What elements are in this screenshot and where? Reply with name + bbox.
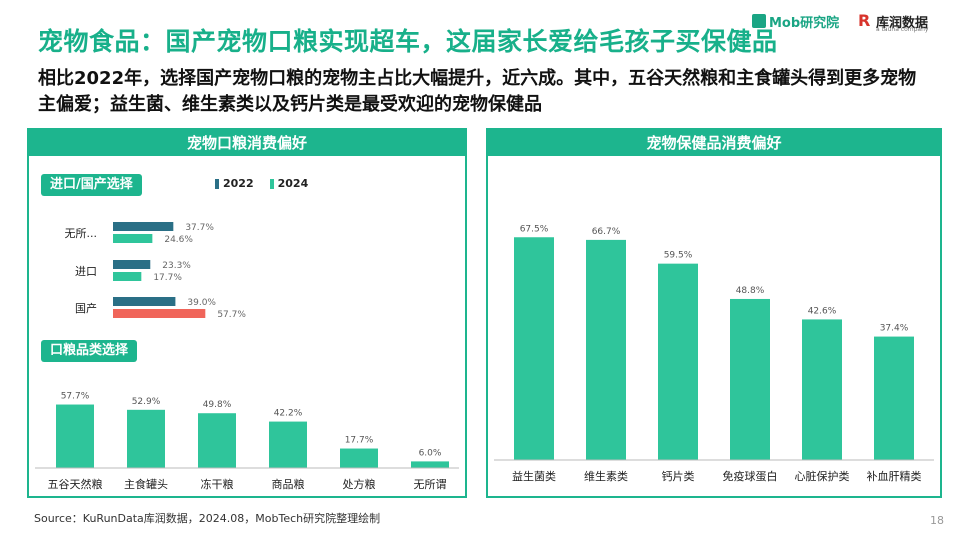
- category-label: 补血肝精类: [867, 469, 922, 483]
- data-label: 17.7%: [153, 273, 182, 283]
- bar-2022: [113, 222, 174, 231]
- kurun-logo-icon: R: [858, 11, 871, 30]
- data-label: 57.7%: [217, 310, 246, 320]
- category-label: 维生素类: [584, 469, 628, 483]
- category-label: 无所...: [65, 227, 98, 240]
- category-label: 国产: [75, 301, 97, 315]
- health-preference-panel: 宠物保健品消费偏好 67.5% 益生菌类 66.7% 维生素类 59.5% 钙片类 48.8…: [486, 128, 942, 498]
- bar: [127, 409, 165, 468]
- data-label: 52.9%: [132, 397, 161, 407]
- bar: [514, 237, 554, 460]
- chart-legend: 2022 2024: [215, 177, 308, 190]
- category-label: 钙片类: [662, 469, 695, 483]
- import-domestic-pill: 进口/国产选择: [41, 174, 142, 196]
- kurun-logo-subtext: a tauna company: [876, 26, 929, 33]
- bar-2022: [113, 260, 151, 269]
- mob-logo-text: Mob研究院: [769, 15, 840, 31]
- category-label: 益生菌类: [512, 469, 556, 483]
- bar: [730, 298, 770, 460]
- legend-item-2024: 2024: [269, 177, 309, 190]
- category-label: 主食罐头: [124, 477, 168, 491]
- data-label: 17.7%: [345, 436, 374, 446]
- bar: [56, 404, 94, 468]
- legend-item-2022: 2022: [215, 177, 254, 190]
- data-label: 66.7%: [592, 227, 621, 237]
- legend-label-2022: 2022: [223, 177, 254, 190]
- bar-2024: [113, 234, 153, 243]
- bar: [658, 263, 698, 460]
- category-label: 无所谓: [414, 478, 447, 491]
- data-label: 42.2%: [274, 409, 303, 419]
- mob-logo-icon: [752, 14, 766, 28]
- kurun-logo-text: 库润数据: [876, 15, 929, 31]
- import-domestic-chart: 无所... 37.7% 24.6% 进口 23.3% 17.7% 国产 39.0%57.7%: [65, 222, 246, 320]
- food-panel-title: 宠物口粮消费偏好: [29, 130, 465, 156]
- category-label: 免疫球蛋白: [723, 469, 778, 483]
- page-number: 18: [930, 514, 944, 527]
- category-label: 心脏保护类: [795, 469, 850, 483]
- data-label: 37.4%: [880, 324, 909, 334]
- legend-swatch-2022: [215, 178, 219, 189]
- data-label: 48.8%: [736, 286, 765, 296]
- category-label: 商品粮: [272, 477, 305, 491]
- data-label: 39.0%: [187, 298, 216, 308]
- data-label: 57.7%: [61, 392, 90, 402]
- bar: [411, 461, 449, 468]
- page-subtitle: 相比2022年，选择国产宠物口粮的宠物主占比大幅提升，近六成。其中，五谷天然粮和…: [38, 68, 917, 115]
- bar: [269, 421, 307, 468]
- page-title: 宠物食品：国产宠物口粮实现超车，这届家长爱给毛孩子买保健品: [38, 27, 778, 56]
- food-category-chart: 57.7% 五谷天然粮 52.9% 主食罐头 49.8% 冻干粮 42.2% 商品粮 17.7%…: [35, 392, 459, 491]
- data-label: 6.0%: [419, 448, 442, 458]
- legend-label-2024: 2024: [277, 177, 309, 190]
- data-label: 59.5%: [664, 251, 693, 261]
- data-label: 49.8%: [203, 400, 232, 410]
- data-label: 37.7%: [185, 223, 214, 233]
- bar: [874, 336, 914, 460]
- source-note: Source：KuRunData库润数据，2024.08，MobTech研究院整…: [34, 512, 381, 525]
- health-product-chart: 67.5% 益生菌类 66.7% 维生素类 59.5% 钙片类 48.8% 免疫球蛋白 42.6…: [494, 224, 934, 483]
- bar-2024: [113, 272, 142, 281]
- data-label: 67.5%: [520, 224, 549, 234]
- food-preference-panel: 宠物口粮消费偏好 进口/国产选择 2022 2024 无所... 37.7% 24.…: [27, 128, 467, 498]
- kurun-logo: R 库润数据 a tauna company: [858, 10, 929, 34]
- bar: [586, 239, 626, 460]
- legend-swatch-2024: [269, 178, 274, 189]
- bar: [802, 319, 842, 460]
- data-label: 42.6%: [808, 306, 837, 316]
- data-label: 23.3%: [162, 261, 191, 271]
- bar-2024: [113, 309, 206, 318]
- category-label: 进口: [75, 265, 97, 278]
- bar: [198, 413, 236, 468]
- health-panel-title: 宠物保健品消费偏好: [488, 130, 940, 156]
- food-category-pill: 口粮品类选择: [41, 340, 138, 362]
- data-label: 24.6%: [164, 235, 193, 245]
- category-label: 冻干粮: [201, 477, 234, 491]
- category-label: 处方粮: [343, 477, 376, 491]
- mob-logo: Mob研究院: [752, 10, 839, 32]
- bar-2022: [113, 297, 176, 306]
- bar: [340, 448, 378, 468]
- category-label: 五谷天然粮: [48, 477, 103, 491]
